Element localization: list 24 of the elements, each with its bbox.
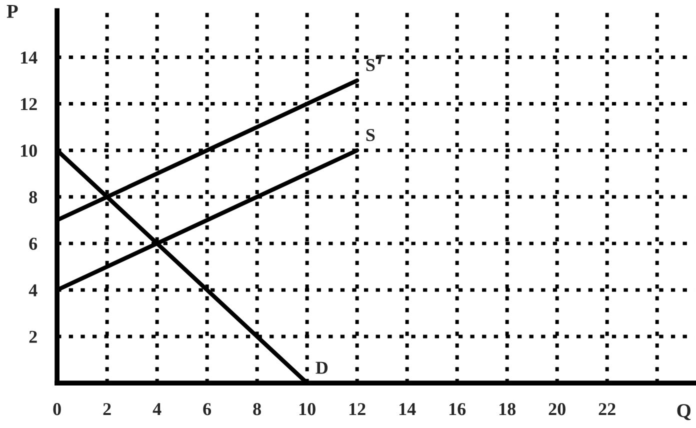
x-tick-label: 22 bbox=[598, 403, 616, 416]
x-tick-label: 18 bbox=[500, 403, 516, 416]
x-tick-label: 10 bbox=[300, 403, 316, 416]
x-tick-label: 12 bbox=[350, 403, 366, 416]
x-tick-label: 2 bbox=[103, 403, 111, 416]
x-axis-title: Q bbox=[677, 404, 691, 420]
y-tick-label: 6 bbox=[29, 238, 38, 250]
series-label: S bbox=[366, 128, 375, 142]
x-tick-label: 20 bbox=[548, 403, 566, 416]
y-tick-label: 12 bbox=[21, 98, 37, 110]
x-tick-label: 0 bbox=[53, 403, 61, 416]
y-tick-label: 4 bbox=[28, 284, 38, 296]
series-label: D bbox=[316, 362, 328, 374]
y-tick-label: 2 bbox=[29, 330, 37, 343]
x-tick-label: 16 bbox=[450, 403, 466, 416]
x-tick-label: 6 bbox=[203, 403, 212, 416]
x-tick-label: 8 bbox=[253, 403, 261, 416]
x-tick-label: 14 bbox=[400, 403, 416, 416]
y-axis-title: P bbox=[6, 4, 18, 18]
x-tick-label: 4 bbox=[152, 403, 162, 416]
series-label: S$^{T}$ bbox=[366, 54, 386, 72]
y-tick-label: 10 bbox=[21, 144, 37, 157]
y-tick-label: 14 bbox=[21, 52, 38, 64]
y-tick-label: 8 bbox=[29, 191, 38, 204]
